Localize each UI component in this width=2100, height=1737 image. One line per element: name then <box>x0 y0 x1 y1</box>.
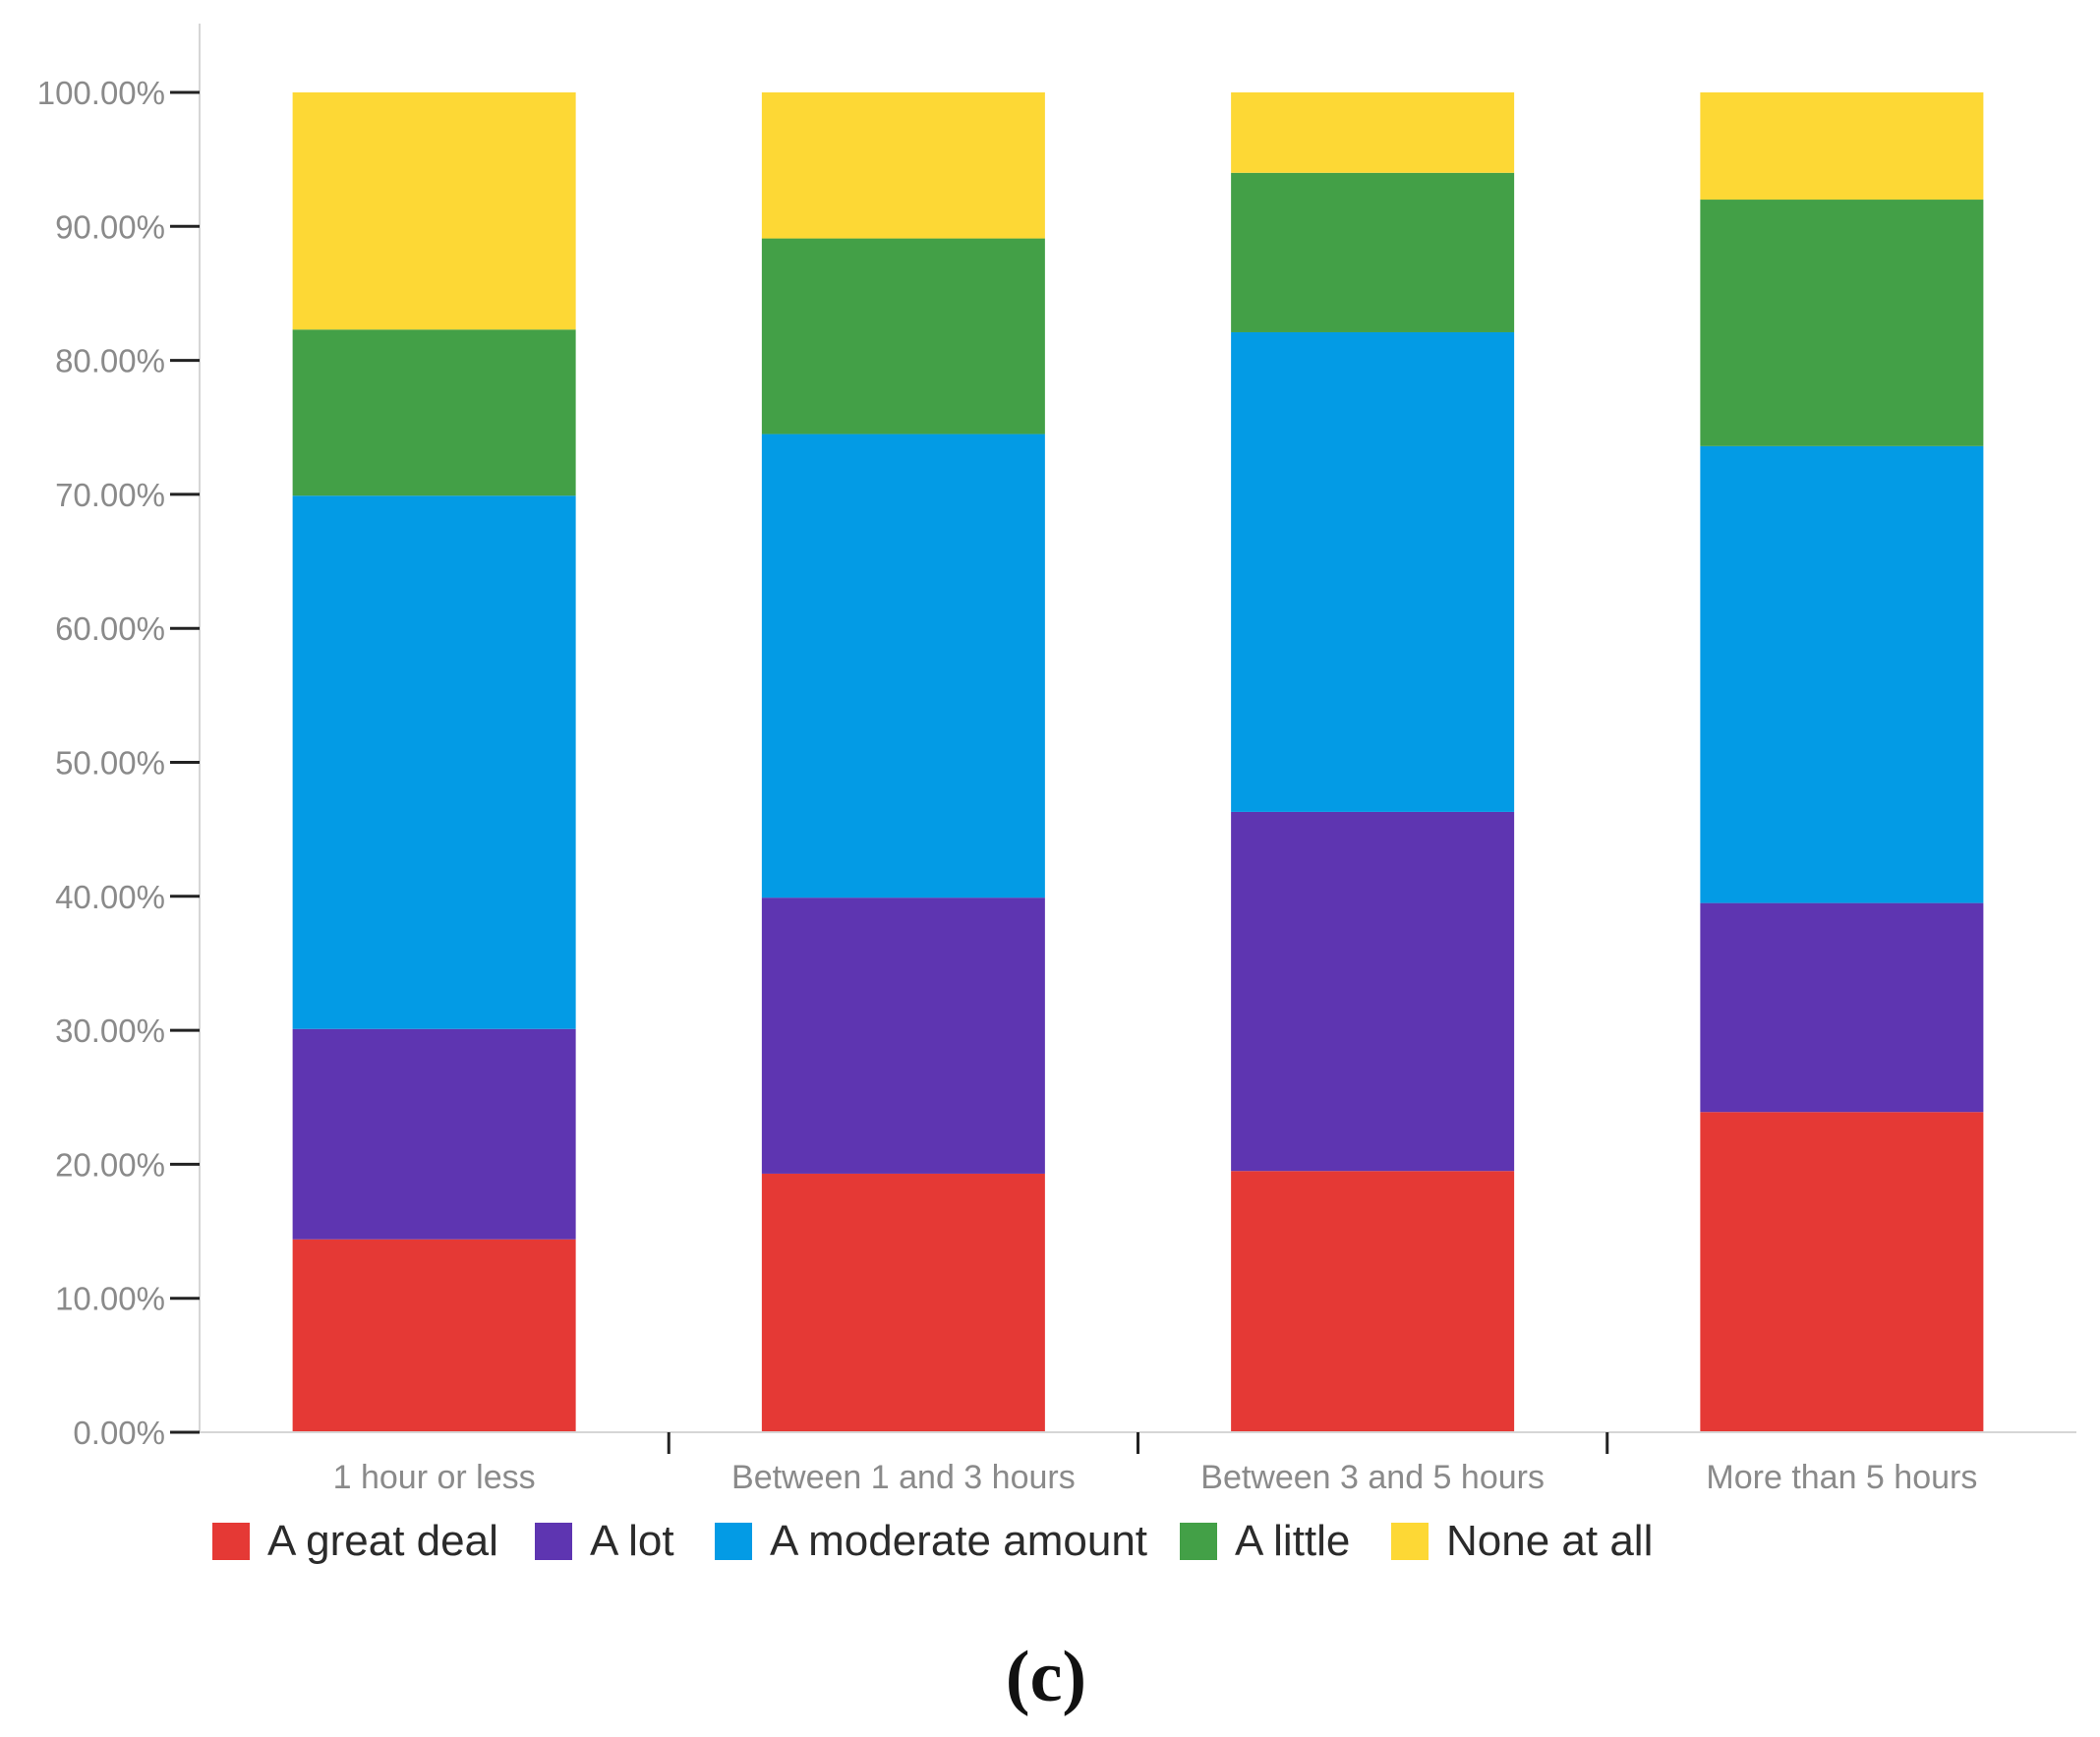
legend-swatch <box>535 1523 572 1560</box>
bar-segment <box>761 92 1045 239</box>
legend-item: A lot <box>535 1517 674 1565</box>
y-tick-label: 100.00% <box>37 75 165 111</box>
legend-item: A little <box>1180 1517 1350 1565</box>
y-tick-label: 20.00% <box>55 1146 165 1183</box>
bar-stack <box>292 92 576 1432</box>
bar-segment <box>1700 92 1984 201</box>
bar-stack <box>1231 92 1515 1432</box>
y-tick-label: 90.00% <box>55 208 165 245</box>
legend-swatch <box>1180 1523 1217 1560</box>
bar-segment <box>292 1028 576 1240</box>
bar-segment <box>1231 92 1515 173</box>
legend: A great deal A lot A moderate amount A litt… <box>212 1517 1653 1565</box>
legend-swatch <box>212 1523 250 1560</box>
y-axis: 0.00% 10.00% 20.00% 30.00% 40.00% 50.00% 60.00… <box>37 24 201 1451</box>
bar-segment <box>761 238 1045 434</box>
y-tick-label: 40.00% <box>55 879 165 915</box>
bar-segment <box>1231 1171 1515 1432</box>
legend-label: A little <box>1235 1517 1350 1565</box>
bar-segment <box>1231 331 1515 812</box>
y-tick-label: 50.00% <box>55 745 165 782</box>
y-tick-label: 60.00% <box>55 610 165 647</box>
y-tick-label: 80.00% <box>55 343 165 379</box>
bar-segment <box>1700 445 1984 903</box>
legend-label: A lot <box>590 1517 674 1565</box>
bars-group <box>292 92 1984 1432</box>
bar-segment <box>1231 172 1515 332</box>
legend-item: None at all <box>1391 1517 1653 1565</box>
x-axis: 1 hour or less Between 1 and 3 hours Betwe… <box>200 1431 2076 1496</box>
legend-label: A great deal <box>267 1517 498 1565</box>
legend-item: A moderate amount <box>715 1517 1147 1565</box>
x-category-label: 1 hour or less <box>333 1459 536 1496</box>
bar-segment <box>1700 902 1984 1113</box>
bar-segment <box>761 434 1045 898</box>
y-tick-label: 10.00% <box>55 1281 165 1317</box>
bar-stack <box>761 92 1045 1432</box>
legend-item: A great deal <box>212 1517 498 1565</box>
legend-swatch <box>1391 1523 1429 1560</box>
bar-segment <box>1700 200 1984 446</box>
bar-segment <box>761 1173 1045 1432</box>
y-tick-label: 30.00% <box>55 1013 165 1049</box>
bar-segment <box>292 329 576 496</box>
bar-segment <box>292 92 576 330</box>
x-category-label: Between 3 and 5 hours <box>1200 1459 1545 1496</box>
legend-label: A moderate amount <box>770 1517 1147 1565</box>
bar-segment <box>761 897 1045 1174</box>
bar-segment <box>292 1239 576 1432</box>
bar-segment <box>292 495 576 1029</box>
bar-stack <box>1700 92 1984 1432</box>
x-category-label: More than 5 hours <box>1706 1459 1977 1496</box>
x-category-label: Between 1 and 3 hours <box>731 1459 1076 1496</box>
bar-segment <box>1700 1112 1984 1432</box>
legend-swatch <box>715 1523 752 1560</box>
panel-label: (c) <box>1006 1637 1086 1717</box>
y-tick-label: 0.00% <box>73 1415 165 1451</box>
legend-label: None at all <box>1446 1517 1653 1565</box>
bar-segment <box>1231 811 1515 1172</box>
y-tick-label: 70.00% <box>55 477 165 513</box>
